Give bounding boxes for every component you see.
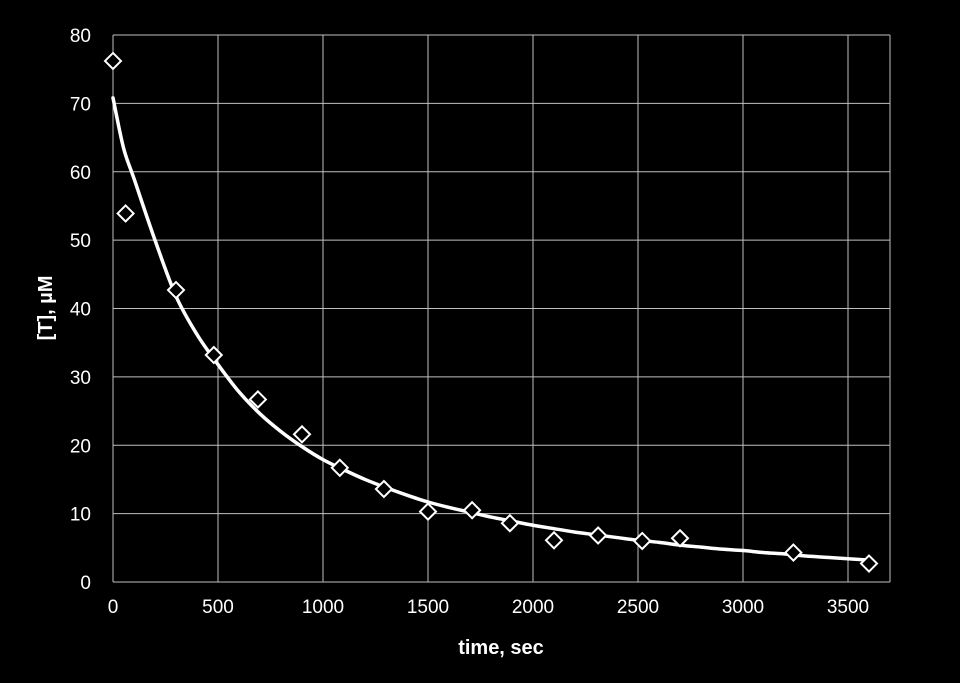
x-tick-label: 1500: [407, 597, 449, 618]
y-tick-label: 10: [70, 505, 91, 526]
y-tick-label: 40: [70, 300, 91, 321]
data-point-diamond: [103, 51, 123, 71]
x-tick-label: 3000: [722, 597, 764, 618]
y-tick-label: 20: [70, 436, 91, 457]
data-point-diamond: [588, 526, 608, 545]
fit-curve-line: [111, 96, 871, 562]
x-tick-label: 2000: [512, 597, 554, 618]
y-axis-title: [T], µM: [35, 276, 57, 341]
data-point-diamond: [292, 424, 312, 444]
data-point-diamond: [500, 513, 520, 533]
data-point-diamond: [670, 528, 690, 548]
gridlines: [112, 34, 891, 583]
data-point-diamond: [462, 500, 482, 520]
data-point-diamond: [204, 345, 224, 365]
y-tick-label: 50: [70, 231, 91, 252]
data-point-diamond: [783, 543, 803, 563]
data-point-diamond: [418, 502, 438, 521]
data-point-diamond: [632, 531, 652, 551]
y-tick-label: 70: [70, 94, 91, 115]
data-point-diamond: [374, 479, 394, 499]
y-tick-label: 80: [70, 26, 91, 47]
x-axis-title: time, sec: [458, 637, 544, 659]
data-point-diamond: [116, 204, 136, 223]
x-tick-label: 1000: [302, 597, 344, 618]
data-points: [103, 51, 879, 573]
x-tick-label: 3500: [827, 597, 869, 618]
x-tick-label: 0: [108, 597, 119, 618]
x-tick-label: 2500: [617, 597, 659, 618]
y-tick-label: 60: [70, 163, 91, 184]
data-point-diamond: [544, 530, 564, 550]
tick-labels: 0 10 20 30 40 50 60 70 80 0 500 1000 1500 2000 2500 300…: [70, 26, 869, 618]
data-point-diamond: [859, 554, 879, 573]
data-point-diamond: [330, 458, 350, 478]
y-tick-label: 30: [70, 368, 91, 389]
data-point-diamond: [248, 390, 268, 409]
x-tick-label: 500: [202, 597, 234, 618]
data-point-diamond: [166, 280, 186, 300]
y-tick-label: 0: [80, 573, 91, 594]
